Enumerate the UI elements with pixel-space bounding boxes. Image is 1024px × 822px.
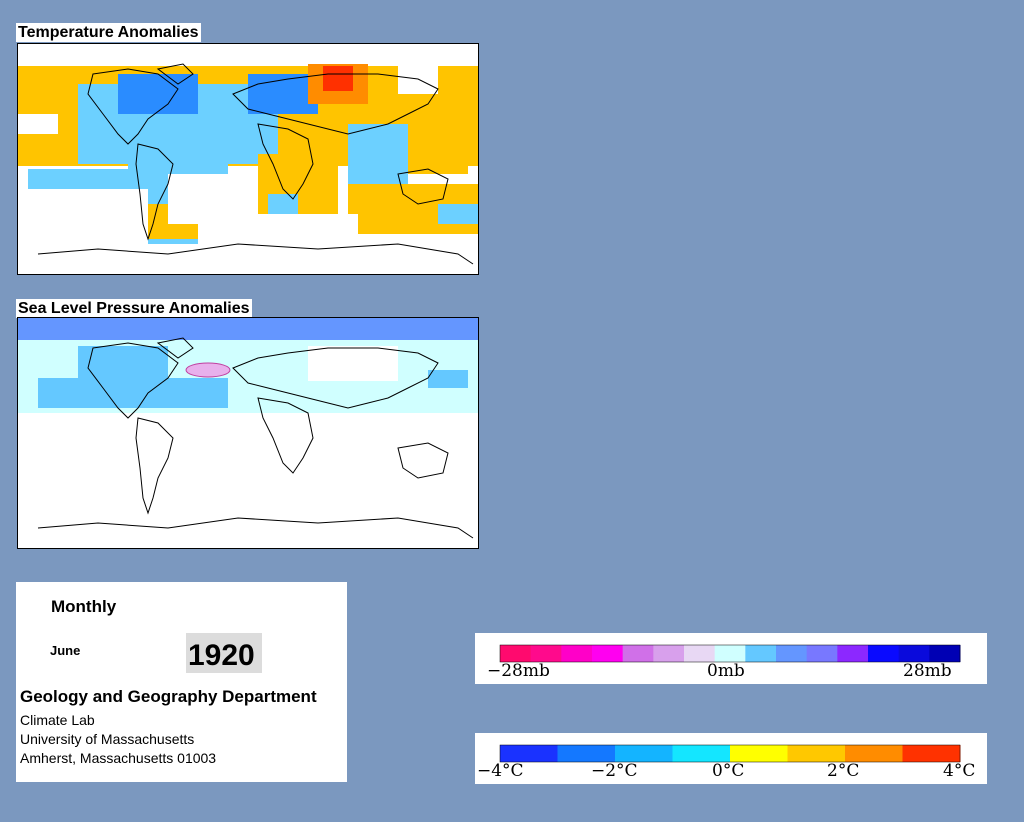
color-swatch [776, 645, 808, 662]
lab-label: Climate Lab [20, 712, 95, 728]
temperature-tick-neg4: −4°C [477, 761, 524, 781]
color-swatch [837, 645, 869, 662]
color-swatch [806, 645, 838, 662]
color-swatch [898, 645, 930, 662]
month-label: June [50, 643, 81, 658]
color-swatch [845, 745, 903, 762]
color-swatch [500, 645, 532, 662]
color-swatch [684, 645, 716, 662]
pressure-tick-max: 28mb [903, 661, 952, 681]
pressure-anomaly-map [17, 317, 479, 549]
color-swatch [615, 745, 673, 762]
year-box: 1920 [186, 633, 262, 673]
color-swatch [745, 645, 777, 662]
university-label: University of Massachusetts [20, 731, 195, 747]
color-swatch [500, 745, 558, 762]
pressure-tick-zero: 0mb [707, 661, 745, 681]
pressure-color-bar [499, 644, 961, 663]
temperature-anomaly-map [17, 43, 479, 275]
color-swatch [868, 645, 900, 662]
color-swatch [653, 645, 685, 662]
temperature-tick-pos2: 2°C [827, 761, 860, 781]
color-swatch [787, 745, 846, 762]
period-label: Monthly [51, 597, 117, 616]
year-label: 1920 [188, 639, 255, 672]
temperature-color-bar [499, 744, 961, 763]
temperature-tick-zero: 0°C [712, 761, 745, 781]
color-swatch [714, 645, 746, 662]
temperature-tick-pos4: 4°C [943, 761, 976, 781]
temperature-map-title: Temperature Anomalies [16, 23, 201, 42]
info-box: Monthly June 1920 Geology and Geography … [16, 582, 347, 782]
address-label: Amherst, Massachusetts 01003 [20, 750, 217, 766]
temperature-tick-neg2: −2°C [591, 761, 638, 781]
color-swatch [561, 645, 593, 662]
color-swatch [557, 745, 616, 762]
color-swatch [622, 645, 654, 662]
color-bar-border [499, 644, 961, 663]
color-swatch [929, 645, 961, 662]
color-swatch [672, 745, 731, 762]
pressure-map-title: Sea Level Pressure Anomalies [16, 299, 252, 318]
temperature-map-coastlines [37, 63, 474, 265]
temperature-anomaly-field [18, 64, 478, 274]
pressure-legend: −28mb 0mb 28mb [475, 633, 987, 684]
color-swatch [592, 645, 624, 662]
color-swatch [530, 645, 562, 662]
color-swatch [902, 745, 961, 762]
color-bar-border [499, 744, 961, 763]
temperature-legend: −4°C −2°C 0°C 2°C 4°C [475, 733, 987, 784]
department-label: Geology and Geography Department [20, 687, 317, 706]
pressure-anomaly-field [18, 318, 478, 413]
pressure-tick-min: −28mb [487, 661, 550, 681]
color-swatch [730, 745, 788, 762]
pressure-map-coastlines [37, 337, 474, 539]
